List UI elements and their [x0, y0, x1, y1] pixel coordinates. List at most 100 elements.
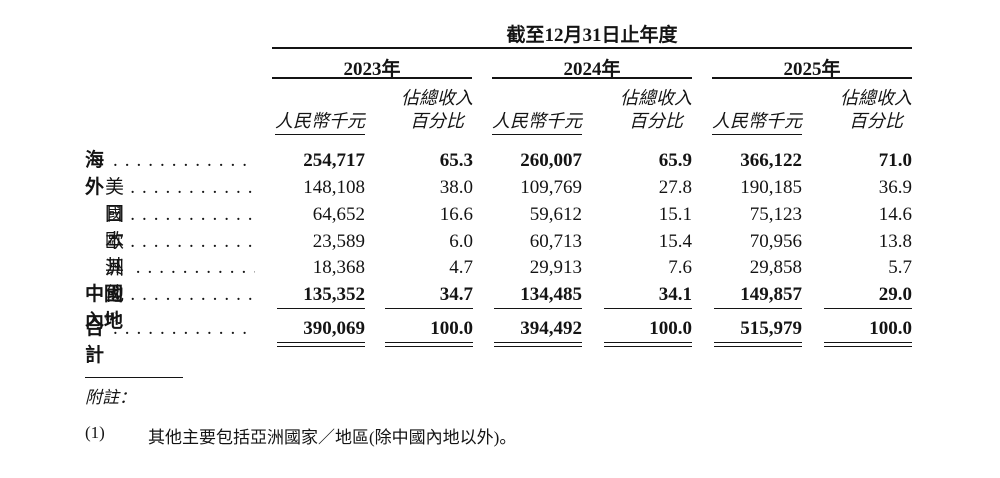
value-cell: 515,979 [740, 318, 802, 339]
row-label: 海外 [85, 150, 105, 198]
pct-column-header-2024: 佔總收入 百分比 [620, 87, 692, 133]
value-cell: 29,858 [749, 257, 802, 278]
subtotal-rule [714, 308, 802, 309]
pct-header-line1: 佔總收入 [620, 88, 692, 108]
year-header-2023: 2023年 [343, 59, 401, 80]
value-cell: 100.0 [430, 318, 473, 339]
value-cell: 65.9 [658, 150, 692, 171]
row-label: 中國內地 [85, 284, 124, 332]
total-double-rule [824, 342, 912, 347]
row-label-cell: 合計 .................... [85, 315, 255, 369]
row-label: 日本 [105, 204, 125, 252]
value-cell: 64,652 [312, 204, 365, 225]
table-row-total: 合計 .................... 390,069 100.0 39… [85, 315, 912, 366]
total-double-rule [385, 342, 473, 347]
dot-leader: .................... [112, 318, 255, 339]
subtotal-rule [277, 308, 365, 309]
value-cell: 34.7 [439, 284, 473, 305]
value-cell: 14.6 [878, 204, 912, 225]
footnote-ref: (1) [105, 310, 118, 323]
year-underline-2025 [712, 77, 912, 79]
row-label-cell: 中國內地 .................... [85, 281, 255, 335]
dot-leader: .................... [130, 204, 255, 225]
row-label: 歐洲 [105, 231, 125, 279]
header-top-rule [272, 47, 912, 49]
pct-header-line2: 百分比 [849, 111, 903, 131]
year-header-2025: 2025年 [783, 59, 841, 80]
table-row-europe: 歐洲 .................... 23,589 6.0 60,71… [85, 228, 912, 279]
value-cell: 36.9 [878, 177, 912, 198]
value-cell: 75,123 [749, 204, 802, 225]
value-cell: 190,185 [740, 177, 802, 198]
pct-column-header-2025: 佔總收入 百分比 [840, 87, 912, 133]
table-row-mainland-china: 中國內地 .................... 135,352 34.7 1… [85, 281, 912, 332]
value-cell: 148,108 [303, 177, 365, 198]
value-cell: 260,007 [520, 150, 582, 171]
value-cell: 390,069 [303, 318, 365, 339]
value-cell: 100.0 [649, 318, 692, 339]
subtotal-rule [824, 308, 912, 309]
dot-leader: .................... [130, 177, 255, 198]
value-cell: 16.6 [439, 204, 473, 225]
value-cell: 27.8 [658, 177, 692, 198]
value-cell: 15.1 [658, 204, 692, 225]
value-cell: 109,769 [520, 177, 582, 198]
subtotal-rule [494, 308, 582, 309]
year-underline-2023 [272, 77, 472, 79]
row-label-cell: 海外 .................... [85, 147, 255, 201]
rmb-column-header-2025: 人民幣千元 [712, 110, 802, 135]
row-label-text: 其他 [105, 257, 125, 305]
row-label-cell: 美國 .................... [85, 174, 255, 228]
pct-header-line1: 佔總收入 [840, 88, 912, 108]
note-number: (1) [85, 423, 105, 442]
total-double-rule [604, 342, 692, 347]
value-cell: 13.8 [878, 231, 912, 252]
value-cell: 23,589 [312, 231, 365, 252]
subtotal-rule [604, 308, 692, 309]
value-cell: 71.0 [878, 150, 912, 171]
value-cell: 70,956 [749, 231, 802, 252]
pct-header-line2: 百分比 [410, 111, 464, 131]
row-label-cell: 其他 (1) .................... [85, 254, 255, 335]
notes-heading: 附註： [85, 388, 136, 407]
year-header-2024: 2024年 [563, 59, 621, 80]
table-row-others: 其他 (1) .................... 18,368 4.7 29… [85, 254, 912, 322]
subtotal-rule [385, 308, 473, 309]
value-cell: 135,352 [303, 284, 365, 305]
pct-header-line2: 百分比 [629, 111, 683, 131]
value-cell: 29.0 [878, 284, 912, 305]
row-label-cell: 歐洲 .................... [85, 228, 255, 282]
total-double-rule [277, 342, 365, 347]
value-cell: 7.6 [668, 257, 692, 278]
value-cell: 18,368 [312, 257, 365, 278]
dot-leader: .................... [112, 150, 255, 171]
total-double-rule [494, 342, 582, 347]
pct-header-line1: 佔總收入 [401, 88, 473, 108]
value-cell: 100.0 [869, 318, 912, 339]
value-cell: 38.0 [439, 177, 473, 198]
table-row-japan: 日本 .................... 64,652 16.6 59,6… [85, 201, 912, 252]
value-cell: 366,122 [740, 150, 802, 171]
table-row-overseas: 海外 .................... 254,717 65.3 260… [85, 147, 912, 198]
value-cell: 29,913 [529, 257, 582, 278]
row-label: 美國 [105, 177, 125, 225]
value-cell: 134,485 [520, 284, 582, 305]
value-cell: 60,713 [529, 231, 582, 252]
total-double-rule [714, 342, 802, 347]
year-underline-2024 [492, 77, 692, 79]
note-text: 其他主要包括亞洲國家／地區(除中國內地以外)。 [148, 428, 517, 447]
row-label-cell: 日本 .................... [85, 201, 255, 255]
value-cell: 4.7 [449, 257, 473, 278]
pct-column-header-2023: 佔總收入 百分比 [401, 87, 473, 133]
notes-separator-rule [85, 377, 183, 378]
value-cell: 34.1 [658, 284, 692, 305]
value-cell: 59,612 [529, 204, 582, 225]
value-cell: 65.3 [439, 150, 473, 171]
value-cell: 5.7 [888, 257, 912, 278]
table-row-us: 美國 .................... 148,108 38.0 109… [85, 174, 912, 225]
rmb-column-header-2024: 人民幣千元 [492, 110, 582, 135]
value-cell: 6.0 [449, 231, 473, 252]
value-cell: 394,492 [520, 318, 582, 339]
dot-leader: .................... [130, 284, 255, 305]
